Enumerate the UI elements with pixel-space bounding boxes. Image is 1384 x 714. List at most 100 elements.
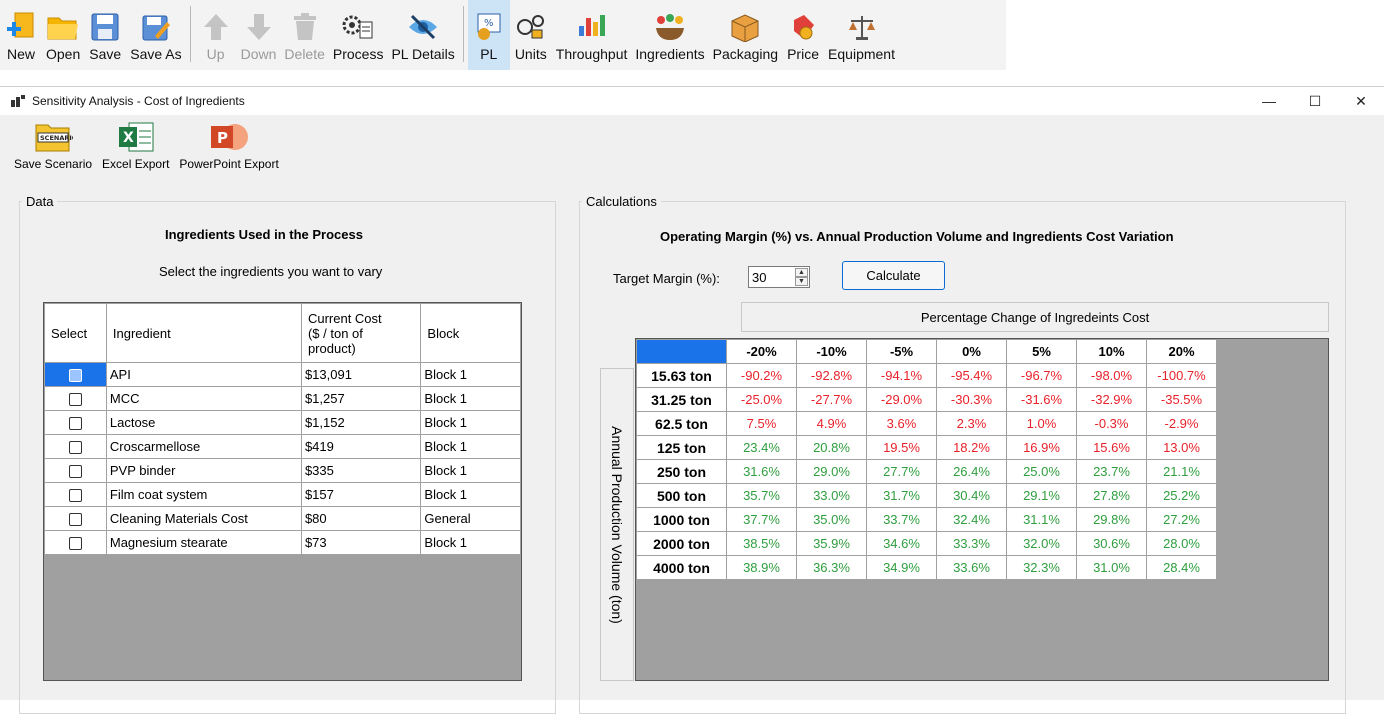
margin-value-cell[interactable]: 7.5%	[726, 411, 797, 436]
margin-value-cell[interactable]: 35.9%	[796, 531, 867, 556]
margin-value-cell[interactable]: -32.9%	[1076, 387, 1147, 412]
margin-value-cell[interactable]: -95.4%	[936, 363, 1007, 388]
spin-down-icon[interactable]: ▼	[795, 277, 808, 286]
margin-value-cell[interactable]: 2.3%	[936, 411, 1007, 436]
target-margin-stepper[interactable]: 30 ▲ ▼	[748, 266, 810, 288]
close-button[interactable]: ✕	[1338, 87, 1384, 115]
margin-value-cell[interactable]: 28.0%	[1146, 531, 1217, 556]
margin-value-cell[interactable]: 18.2%	[936, 435, 1007, 460]
margin-value-cell[interactable]: 31.6%	[726, 459, 797, 484]
margin-value-cell[interactable]: 34.9%	[866, 555, 937, 580]
select-checkbox[interactable]	[68, 465, 82, 479]
margin-value-cell[interactable]: 27.7%	[866, 459, 937, 484]
select-cell[interactable]	[44, 410, 107, 435]
down-button[interactable]: Down	[237, 0, 281, 70]
ingredient-cell[interactable]: Croscarmellose	[105, 434, 302, 459]
margin-value-cell[interactable]: 15.6%	[1076, 435, 1147, 460]
margin-value-cell[interactable]: -98.0%	[1076, 363, 1147, 388]
table-row[interactable]: PVP binder $335 Block 1	[44, 458, 521, 483]
cost-cell[interactable]: $13,091	[300, 362, 422, 387]
margin-value-cell[interactable]: 1.0%	[1006, 411, 1077, 436]
ingredient-column-header[interactable]: Ingredient	[105, 303, 302, 363]
pl-button[interactable]: % PL	[467, 0, 510, 70]
ingredients-grid[interactable]: Select Ingredient Current Cost ($ / ton …	[43, 302, 522, 681]
table-row[interactable]: 1000 ton 37.7% 35.0% 33.7% 32.4% 31.1% 29.8% 27…	[636, 507, 1217, 532]
margin-value-cell[interactable]: 3.6%	[866, 411, 937, 436]
units-button[interactable]: Units	[510, 0, 552, 70]
table-row[interactable]: Croscarmellose $419 Block 1	[44, 434, 521, 459]
margin-value-cell[interactable]: 35.0%	[796, 507, 867, 532]
new-button[interactable]: New	[0, 0, 42, 70]
ingredient-cell[interactable]: Lactose	[105, 410, 302, 435]
table-row[interactable]: Magnesium stearate $73 Block 1	[44, 530, 521, 555]
block-cell[interactable]: Block 1	[420, 362, 521, 387]
margin-value-cell[interactable]: 37.7%	[726, 507, 797, 532]
table-row[interactable]: API $13,091 Block 1	[44, 362, 521, 387]
cost-cell[interactable]: $1,152	[300, 410, 422, 435]
block-cell[interactable]: Block 1	[420, 434, 521, 459]
block-cell[interactable]: Block 1	[420, 386, 521, 411]
table-row[interactable]: 62.5 ton 7.5% 4.9% 3.6% 2.3% 1.0% -0.3% -2.9%	[636, 411, 1217, 436]
margin-value-cell[interactable]: 19.5%	[866, 435, 937, 460]
powerpoint-export-button[interactable]: P PowerPoint Export	[179, 115, 279, 171]
select-checkbox[interactable]	[68, 513, 82, 527]
margin-value-cell[interactable]: -90.2%	[726, 363, 797, 388]
save-scenario-button[interactable]: SCENARIO Save Scenario	[14, 115, 92, 171]
table-row[interactable]: 15.63 ton -90.2% -92.8% -94.1% -95.4% -96.7% -…	[636, 363, 1217, 388]
pl-details-button[interactable]: PL Details	[387, 0, 458, 70]
margin-value-cell[interactable]: 23.4%	[726, 435, 797, 460]
target-margin-value[interactable]: 30	[752, 270, 767, 285]
save-button[interactable]: Save	[84, 0, 126, 70]
select-checkbox[interactable]	[68, 393, 82, 407]
margin-value-cell[interactable]: 4.9%	[796, 411, 867, 436]
margin-value-cell[interactable]: -96.7%	[1006, 363, 1077, 388]
select-cell[interactable]	[44, 458, 107, 483]
block-cell[interactable]: Block 1	[420, 410, 521, 435]
grid-corner-cell[interactable]	[636, 339, 727, 364]
margin-value-cell[interactable]: 28.4%	[1146, 555, 1217, 580]
process-button[interactable]: Process	[329, 0, 388, 70]
margin-value-cell[interactable]: 23.7%	[1076, 459, 1147, 484]
select-cell[interactable]	[44, 434, 107, 459]
margin-value-cell[interactable]: 30.6%	[1076, 531, 1147, 556]
margin-results-grid[interactable]: -20% -10% -5% 0% 5% 10% 20% 15.63 ton -90…	[635, 338, 1329, 681]
cost-cell[interactable]: $419	[300, 434, 422, 459]
select-checkbox[interactable]	[68, 369, 82, 383]
table-row[interactable]: 31.25 ton -25.0% -27.7% -29.0% -30.3% -31.6% -…	[636, 387, 1217, 412]
ingredient-cell[interactable]: PVP binder	[105, 458, 302, 483]
margin-value-cell[interactable]: 31.7%	[866, 483, 937, 508]
block-column-header[interactable]: Block	[420, 303, 521, 363]
select-checkbox[interactable]	[68, 489, 82, 503]
save-as-button[interactable]: Save As	[126, 0, 185, 70]
margin-value-cell[interactable]: 20.8%	[796, 435, 867, 460]
margin-value-cell[interactable]: 35.7%	[726, 483, 797, 508]
margin-value-cell[interactable]: 27.8%	[1076, 483, 1147, 508]
margin-value-cell[interactable]: 21.1%	[1146, 459, 1217, 484]
cost-cell[interactable]: $73	[300, 530, 422, 555]
equipment-button[interactable]: Equipment	[824, 0, 899, 70]
calculate-button[interactable]: Calculate	[842, 261, 945, 290]
ingredient-cell[interactable]: MCC	[105, 386, 302, 411]
margin-value-cell[interactable]: 16.9%	[1006, 435, 1077, 460]
select-cell[interactable]	[44, 530, 107, 555]
margin-value-cell[interactable]: 32.3%	[1006, 555, 1077, 580]
select-cell[interactable]	[44, 386, 107, 411]
margin-value-cell[interactable]: -31.6%	[1006, 387, 1077, 412]
margin-value-cell[interactable]: 29.1%	[1006, 483, 1077, 508]
select-cell[interactable]	[44, 482, 107, 507]
table-row[interactable]: 125 ton 23.4% 20.8% 19.5% 18.2% 16.9% 15.6% 13.…	[636, 435, 1217, 460]
table-row[interactable]: Lactose $1,152 Block 1	[44, 410, 521, 435]
table-row[interactable]: MCC $1,257 Block 1	[44, 386, 521, 411]
margin-value-cell[interactable]: 26.4%	[936, 459, 1007, 484]
block-cell[interactable]: General	[420, 506, 521, 531]
margin-value-cell[interactable]: -94.1%	[866, 363, 937, 388]
margin-value-cell[interactable]: 33.7%	[866, 507, 937, 532]
open-button[interactable]: Open	[42, 0, 84, 70]
margin-value-cell[interactable]: -35.5%	[1146, 387, 1217, 412]
block-cell[interactable]: Block 1	[420, 530, 521, 555]
block-cell[interactable]: Block 1	[420, 458, 521, 483]
table-row[interactable]: 2000 ton 38.5% 35.9% 34.6% 33.3% 32.0% 30.6% 28…	[636, 531, 1217, 556]
select-checkbox[interactable]	[68, 537, 82, 551]
margin-value-cell[interactable]: 25.0%	[1006, 459, 1077, 484]
margin-value-cell[interactable]: 30.4%	[936, 483, 1007, 508]
